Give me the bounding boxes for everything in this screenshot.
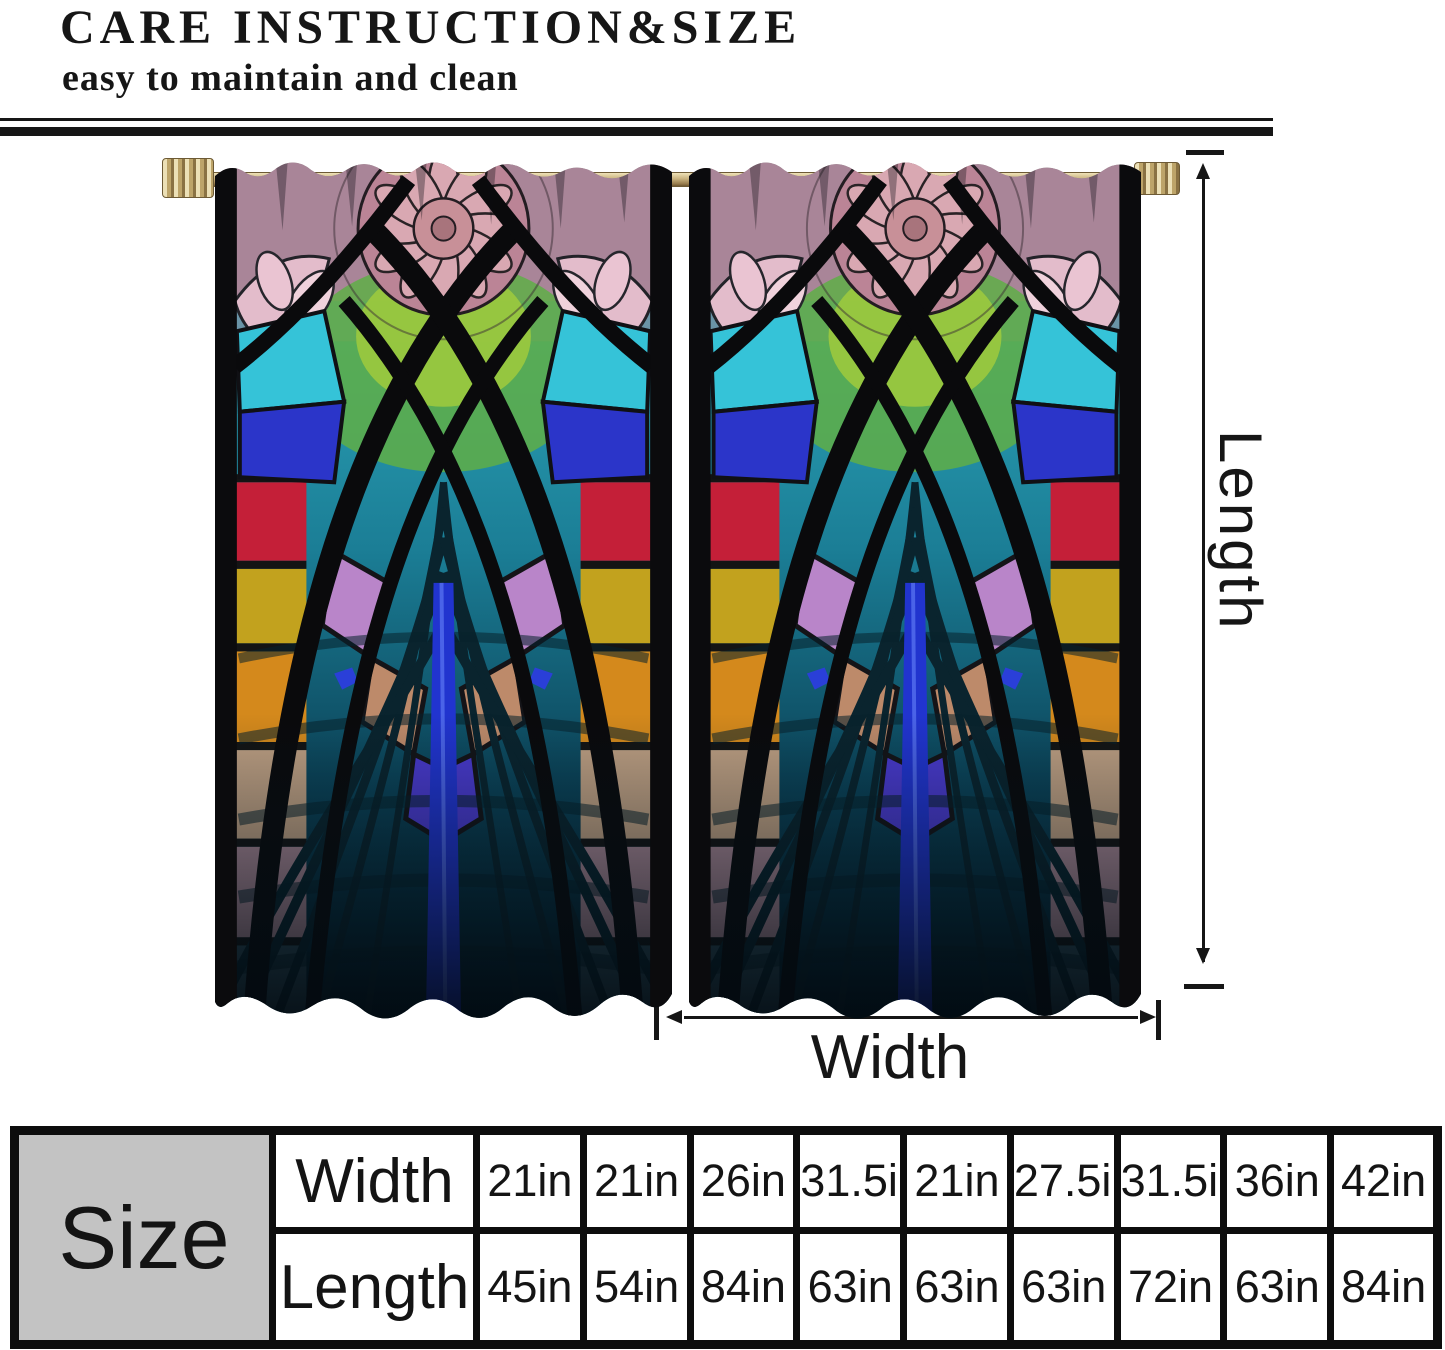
- width-value-9: 42in: [1327, 1127, 1441, 1234]
- width-value-3: 26in: [686, 1127, 801, 1234]
- table-row-length: Length 45in 54in 84in 63in 63in 63in 72i…: [15, 1227, 1441, 1348]
- width-tick-left: [654, 1000, 659, 1040]
- length-value-7: 72in: [1113, 1227, 1228, 1348]
- width-value-8: 36in: [1220, 1127, 1335, 1234]
- rod-finial-left: [162, 158, 214, 198]
- length-value-6: 63in: [1006, 1227, 1121, 1348]
- size-table: Size Width 21in 21in 26in 31.5in 21in 27…: [10, 1126, 1442, 1349]
- length-label: Length: [1207, 430, 1274, 632]
- curtain-panel-right: [689, 150, 1141, 1036]
- length-arrowhead-up-icon: [1196, 163, 1210, 179]
- length-value-1: 45in: [473, 1227, 587, 1348]
- length-value-8: 63in: [1220, 1227, 1335, 1348]
- page-subtitle: easy to maintain and clean: [62, 57, 519, 99]
- page-title: CARE INSTRUCTION&SIZE: [60, 1, 802, 54]
- length-tick-top: [1186, 150, 1224, 155]
- width-value-6: 27.5in: [1006, 1127, 1121, 1234]
- length-arrowhead-down-icon: [1196, 948, 1210, 964]
- length-value-4: 63in: [793, 1227, 908, 1348]
- length-value-2: 54in: [579, 1227, 694, 1348]
- length-value-3: 84in: [686, 1227, 801, 1348]
- width-dimension-line: [684, 1016, 1138, 1019]
- width-value-5: 21in: [900, 1127, 1014, 1234]
- width-label: Width: [810, 1023, 970, 1092]
- width-tick-right: [1156, 1000, 1161, 1040]
- length-value-5: 63in: [900, 1227, 1014, 1348]
- rod-finial-right: [1134, 162, 1180, 195]
- row-header-length: Length: [269, 1227, 480, 1348]
- width-value-4: 31.5in: [793, 1127, 908, 1234]
- width-value-7: 31.5in: [1113, 1127, 1228, 1234]
- divider-rule-thick: [0, 127, 1273, 136]
- length-value-9: 84in: [1327, 1227, 1441, 1348]
- row-header-width: Width: [269, 1127, 480, 1234]
- width-arrowhead-right-icon: [1140, 1010, 1156, 1024]
- length-tick-bottom: [1184, 984, 1224, 989]
- size-table-corner-label: Size: [11, 1127, 276, 1348]
- width-arrowhead-left-icon: [666, 1010, 682, 1024]
- curtain-panel-left: [215, 150, 672, 1036]
- width-value-1: 21in: [473, 1127, 587, 1234]
- table-row-width: Size Width 21in 21in 26in 31.5in 21in 27…: [11, 1127, 1441, 1348]
- divider-rule-thin: [0, 118, 1273, 121]
- length-dimension-line: [1202, 168, 1205, 962]
- width-value-2: 21in: [579, 1127, 694, 1234]
